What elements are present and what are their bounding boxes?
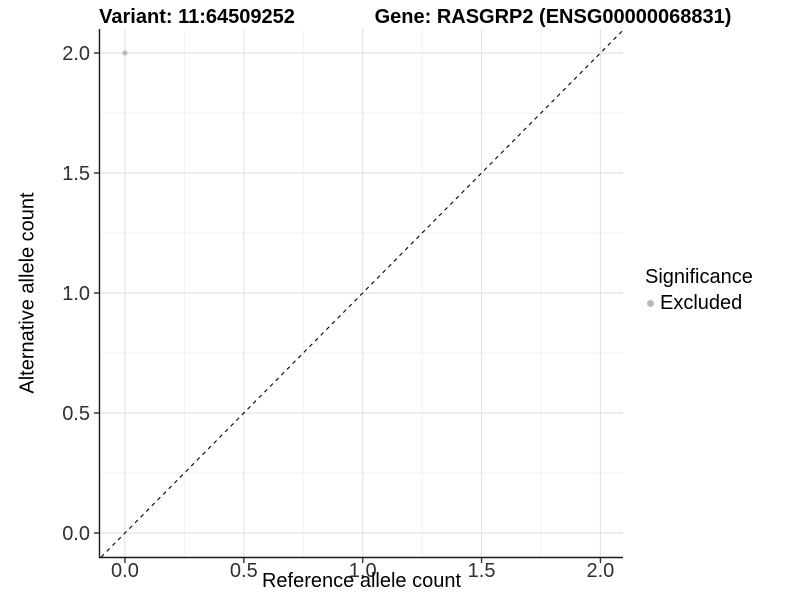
x-axis-title: Reference allele count [261,570,461,592]
y-tick-label: 1.5 [62,163,90,185]
legend-entry-excluded: Excluded [647,292,742,315]
legend: Significance Excluded [645,266,753,315]
data-point-excluded [122,50,128,56]
identity-line [100,29,624,558]
y-tick-label: 1.0 [62,283,90,305]
x-tick-label: 0.0 [111,560,139,582]
y-axis-title: Alternative allele count [16,192,39,394]
x-tick-label: 2.0 [587,560,615,582]
y-tick-label: 0.0 [62,523,90,545]
x-tick-label: 0.5 [230,560,258,582]
legend-title: Significance [645,266,753,288]
legend-entry-label: Excluded [660,292,743,314]
y-tick-label: 2.0 [62,43,90,65]
plot-title-gene: Gene: RASGRP2 (ENSG00000068831) [374,6,732,28]
legend-point-swatch [647,300,654,307]
plot-title-variant: Variant: 11:64509252 [99,6,295,28]
y-tick-label: 0.5 [62,403,90,425]
x-tick-label: 1.5 [468,560,496,582]
x-tick-label: 1.0 [349,560,377,582]
